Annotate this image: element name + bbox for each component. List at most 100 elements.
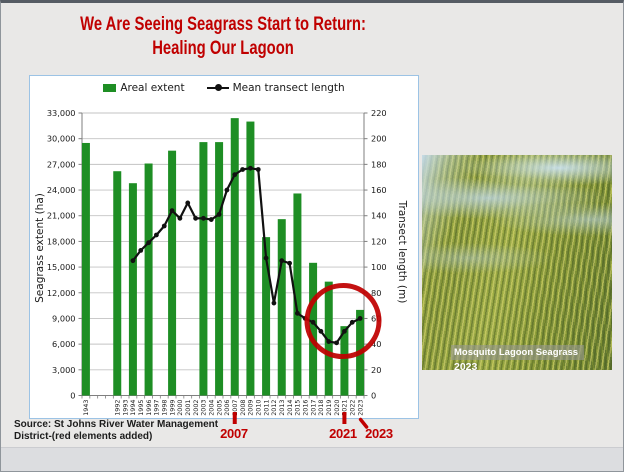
marker-1995 xyxy=(138,247,144,253)
svg-text:24,000: 24,000 xyxy=(47,185,76,195)
svg-text:2019: 2019 xyxy=(325,400,333,416)
red-tick-2007 xyxy=(232,412,237,424)
marker-1997 xyxy=(154,232,159,238)
legend-label: Areal extent xyxy=(120,82,185,94)
annotation-2007: 2007 xyxy=(220,426,248,441)
svg-text:2017: 2017 xyxy=(309,400,317,416)
svg-text:120: 120 xyxy=(371,236,387,246)
marker-2014 xyxy=(287,260,292,266)
slide-bottom-edge xyxy=(1,447,623,471)
svg-text:2014: 2014 xyxy=(286,400,294,416)
svg-text:2020: 2020 xyxy=(333,400,341,416)
svg-text:1993: 1993 xyxy=(121,400,129,416)
svg-text:1996: 1996 xyxy=(145,400,153,416)
svg-text:220: 220 xyxy=(371,108,387,118)
marker-2006 xyxy=(224,187,230,193)
bar-1943 xyxy=(81,142,90,396)
svg-text:0: 0 xyxy=(70,391,75,401)
marker-2018 xyxy=(318,328,324,334)
svg-text:200: 200 xyxy=(371,134,387,144)
svg-text:2018: 2018 xyxy=(317,400,325,416)
svg-text:30,000: 30,000 xyxy=(47,134,76,144)
chart-canvas: 0 3,000 6,000 9,000 12,000 15,000 18,000 21,000… xyxy=(47,108,387,429)
svg-text:2013: 2013 xyxy=(278,400,286,416)
red-tick-2021 xyxy=(342,412,347,424)
bar-2015 xyxy=(293,193,302,396)
x-axis-labels: 1943 1992 1993 1994 1995 1996 1997 1998 1999 2000… xyxy=(82,400,364,416)
marker-2020 xyxy=(334,340,339,346)
svg-text:180: 180 xyxy=(371,159,387,169)
marker-1996 xyxy=(146,240,151,246)
svg-text:100: 100 xyxy=(371,262,387,272)
svg-text:80: 80 xyxy=(371,288,381,298)
svg-text:2000: 2000 xyxy=(176,400,184,416)
svg-text:1994: 1994 xyxy=(129,400,137,416)
marker-2017 xyxy=(310,319,316,325)
photo-caption-title: Mosquito Lagoon Seagrass xyxy=(451,345,585,360)
svg-text:3,000: 3,000 xyxy=(52,365,75,375)
svg-text:33,000: 33,000 xyxy=(47,108,76,118)
chart-legend: Areal extent Mean transect length xyxy=(30,82,418,94)
svg-text:2010: 2010 xyxy=(255,400,263,416)
seagrass-chart: 0 3,000 6,000 9,000 12,000 15,000 18,000 21,000… xyxy=(29,75,419,429)
svg-text:2001: 2001 xyxy=(184,400,192,416)
svg-text:40: 40 xyxy=(371,339,381,349)
bar-1996 xyxy=(144,163,153,396)
svg-text:2021: 2021 xyxy=(341,400,349,416)
svg-text:15,000: 15,000 xyxy=(47,262,76,272)
svg-text:1995: 1995 xyxy=(137,400,145,416)
marker-1994 xyxy=(130,258,136,264)
annotation-2021: 2021 xyxy=(329,426,357,441)
svg-text:1992: 1992 xyxy=(114,400,122,416)
legend-label: Mean transect length xyxy=(232,82,345,94)
svg-text:20: 20 xyxy=(371,365,381,375)
bar-1994 xyxy=(128,183,137,396)
marker-2013 xyxy=(279,258,285,264)
mosquito-lagoon-photo: Mosquito Lagoon Seagrass 2023 xyxy=(422,155,612,370)
marker-2010 xyxy=(255,167,261,172)
photo-caption: Mosquito Lagoon Seagrass 2023 xyxy=(451,342,585,370)
marker-2003 xyxy=(201,215,206,221)
marker-1999 xyxy=(169,208,175,213)
mean-transect-length-line xyxy=(130,165,363,346)
svg-text:2008: 2008 xyxy=(239,400,247,416)
bar-2005 xyxy=(215,142,224,396)
source-line2: District-(red elements added) xyxy=(14,430,153,442)
bar-2021 xyxy=(340,326,349,396)
svg-text:1999: 1999 xyxy=(168,400,176,416)
bar-2011 xyxy=(262,237,271,396)
y-right-axis-title: Transect length (m) xyxy=(396,200,408,304)
svg-text:27,000: 27,000 xyxy=(47,159,76,169)
bar-2019 xyxy=(324,281,333,396)
svg-text:18,000: 18,000 xyxy=(47,236,76,246)
svg-text:60: 60 xyxy=(371,313,381,323)
svg-text:2012: 2012 xyxy=(270,400,278,416)
marker-2002 xyxy=(193,215,198,221)
legend-item-transect-length: Mean transect length xyxy=(206,82,345,94)
svg-text:2003: 2003 xyxy=(200,400,208,416)
svg-text:1998: 1998 xyxy=(161,400,169,416)
svg-text:2007: 2007 xyxy=(231,400,239,416)
svg-text:2015: 2015 xyxy=(294,400,302,416)
marker-2019 xyxy=(326,339,332,344)
bar-1992 xyxy=(113,171,122,396)
slide-title: We Are Seeing Seagrass Start to Return: … xyxy=(58,13,389,61)
areal-extent-swatch-icon xyxy=(103,84,117,92)
svg-text:2009: 2009 xyxy=(247,400,255,416)
source-note: Source: St Johns River Water Management … xyxy=(14,419,254,442)
marker-2015 xyxy=(295,310,300,316)
svg-text:2005: 2005 xyxy=(215,400,223,416)
red-annotations xyxy=(232,282,382,429)
svg-text:2011: 2011 xyxy=(262,400,270,416)
source-line1: Source: St Johns River Water Management xyxy=(14,419,219,430)
line-marker-icon xyxy=(206,84,229,92)
y-left-axis-title: Seagrass extent (ha) xyxy=(34,193,46,303)
areal-extent-bars xyxy=(81,118,365,396)
marker-2022 xyxy=(349,319,355,325)
bar-2009 xyxy=(246,121,255,396)
svg-text:140: 140 xyxy=(371,211,387,221)
svg-text:2002: 2002 xyxy=(192,400,200,416)
marker-2004 xyxy=(208,217,214,222)
svg-text:1943: 1943 xyxy=(82,400,90,416)
